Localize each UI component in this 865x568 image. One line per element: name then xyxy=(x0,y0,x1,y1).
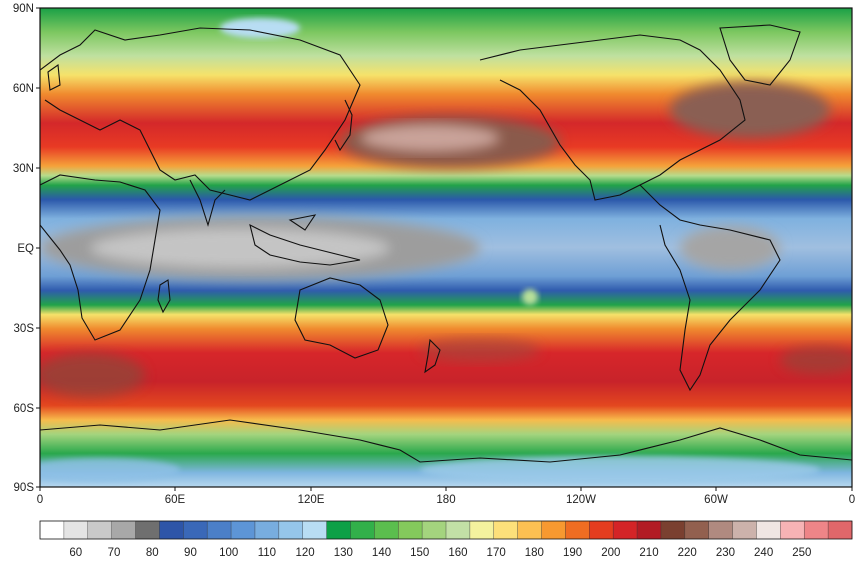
colorbar-swatch xyxy=(565,521,590,539)
lon-label-0-right: 0 xyxy=(849,494,855,506)
colorbar-swatch xyxy=(63,521,89,539)
colorbar-swatch xyxy=(708,521,733,539)
colorbar-swatch xyxy=(804,521,829,539)
colorbar-tick-label: 180 xyxy=(525,547,544,559)
colorbar-tick-label: 240 xyxy=(754,547,773,559)
colorbar-swatch xyxy=(637,521,662,539)
colorbar-swatch xyxy=(828,521,853,539)
colorbar-tick-label: 120 xyxy=(295,547,314,559)
colorbar-swatch xyxy=(422,521,447,539)
colorbar-swatch xyxy=(780,521,805,539)
colorbar-swatch xyxy=(302,521,327,539)
colorbar-swatch xyxy=(254,521,280,539)
colorbar-swatch xyxy=(207,521,232,539)
africa-outline xyxy=(40,174,161,341)
colorbar-tick-label: 170 xyxy=(487,547,506,559)
lon-label-60w: 60W xyxy=(704,494,728,506)
colorbar-swatch xyxy=(756,521,781,539)
colorbar xyxy=(39,520,853,540)
india-outline xyxy=(189,179,226,227)
greenland-outline xyxy=(719,24,801,86)
colorbar-tick-label: 150 xyxy=(410,547,429,559)
south-america-grey-region xyxy=(680,226,780,270)
colorbar-swatch xyxy=(374,521,399,539)
lat-label-60n: 60N xyxy=(13,83,34,95)
colorbar-tick-label: 200 xyxy=(601,547,620,559)
colorbar-tick-label: 70 xyxy=(108,547,121,559)
colorbar-tick-label: 80 xyxy=(146,547,159,559)
colorbar-swatch xyxy=(493,521,518,539)
colorbar-tick-label: 210 xyxy=(639,547,658,559)
colorbar-tick-label: 90 xyxy=(184,547,197,559)
colorbar-swatch xyxy=(159,521,184,539)
lon-label-120w: 120W xyxy=(566,494,596,506)
eurasia-outline xyxy=(40,27,361,201)
colorbar-swatch xyxy=(135,521,160,539)
colorbar-swatch xyxy=(613,521,638,539)
longitude-axis xyxy=(39,487,853,491)
colorbar-tick-label: 230 xyxy=(716,547,735,559)
colorbar-swatch xyxy=(446,521,471,539)
colorbar-tick-label: 140 xyxy=(372,547,391,559)
latitude-axis xyxy=(36,7,40,488)
colorbar-swatch xyxy=(40,521,65,539)
lat-label-30n: 30N xyxy=(13,163,34,175)
colorbar-tick-label: 130 xyxy=(334,547,353,559)
japan-outline xyxy=(334,99,353,152)
colorbar-swatch xyxy=(660,521,686,539)
colorbar-swatch xyxy=(398,521,423,539)
colorbar-tick-label: 250 xyxy=(792,547,811,559)
colorbar-tick-label: 160 xyxy=(448,547,467,559)
colorbar-swatch xyxy=(350,521,375,539)
australia-outline xyxy=(294,277,389,359)
colorbar-swatch xyxy=(278,521,303,539)
colorbar-swatch xyxy=(326,521,351,539)
colorbar-tick-label: 190 xyxy=(563,547,582,559)
lat-label-60s: 60S xyxy=(14,403,35,415)
colorbar-swatch xyxy=(541,521,566,539)
new-zealand-outline xyxy=(424,338,441,374)
colorbar-swatch xyxy=(183,521,208,539)
coastlines xyxy=(40,24,852,463)
north-america-outline xyxy=(479,34,746,201)
colorbar-swatch xyxy=(589,521,614,539)
colorbar-swatch xyxy=(517,521,542,539)
colorbar-tick-label: 100 xyxy=(219,547,238,559)
lon-label-60e: 60E xyxy=(165,494,186,506)
antarctica-outline xyxy=(40,419,852,463)
lat-label-30s: 30S xyxy=(14,323,35,335)
colorbar-tick-labels: 60 70 80 90 100 110 120 130 140 150 160 170 180 190 20… xyxy=(69,547,811,559)
map-field xyxy=(40,8,852,487)
colorbar-swatch xyxy=(684,521,709,539)
colorbar-swatch xyxy=(231,521,256,539)
madagascar-outline xyxy=(157,279,171,314)
colorbar-tick-label: 60 xyxy=(69,547,82,559)
colorbar-swatch xyxy=(469,521,495,539)
lon-label-180: 180 xyxy=(436,494,455,506)
indonesia-outline xyxy=(249,223,361,266)
lon-label-0-left: 0 xyxy=(37,494,43,506)
colorbar-tick-label: 220 xyxy=(678,547,697,559)
colorbar-swatch xyxy=(732,521,757,539)
colorbar-swatch xyxy=(111,521,136,539)
colorbar-tick-label: 110 xyxy=(258,547,276,559)
lat-label-90n: 90N xyxy=(13,3,34,15)
lat-label-90s: 90S xyxy=(14,482,35,494)
south-america-outline xyxy=(639,184,781,392)
lon-label-120e: 120E xyxy=(298,494,325,506)
colorbar-swatch xyxy=(87,521,112,539)
north-atlantic-jet-core xyxy=(670,82,830,138)
lat-label-eq: EQ xyxy=(17,243,34,255)
